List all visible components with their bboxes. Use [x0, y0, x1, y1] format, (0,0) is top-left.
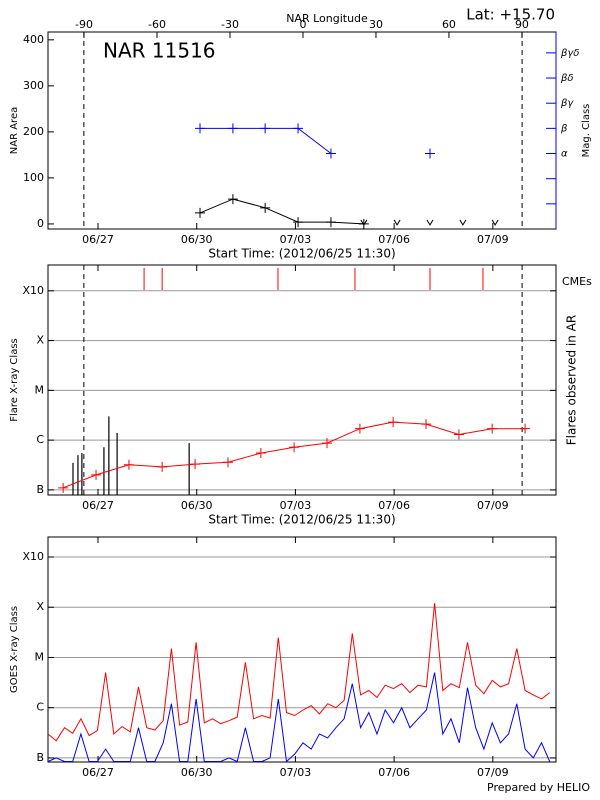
plot-frame: [47, 264, 557, 496]
point-marker: [325, 148, 336, 159]
point-marker: [388, 417, 399, 428]
point-marker: [424, 148, 435, 159]
x-tick-label: 07/03: [280, 233, 312, 246]
x-tick-label: 07/03: [280, 766, 312, 779]
x2-axis-label: NAR Longitude: [286, 12, 368, 25]
y-axis-label: GOES X-ray Class: [9, 606, 20, 693]
y-tick-label: X: [36, 334, 44, 347]
x-tick-label: 07/03: [280, 499, 312, 512]
y-axis-label: Flare X-ray Class: [9, 338, 20, 422]
point-marker: [453, 429, 464, 440]
x2-tick-label: 30: [369, 18, 383, 31]
point-marker: [227, 194, 238, 205]
series-line: [199, 198, 364, 225]
x-tick-label: 06/30: [181, 233, 213, 246]
point-marker: [293, 123, 304, 134]
point-marker: [491, 219, 499, 226]
x-tick-label: 06/27: [82, 766, 114, 779]
x-axis-label: Start Time: (2012/06/25 11:30): [208, 247, 395, 261]
y2-tick-label: βδ: [560, 73, 574, 84]
point-marker: [289, 442, 300, 453]
y2-tick-label: βγδ: [560, 48, 579, 59]
x-tick-label: 06/27: [82, 233, 114, 246]
point-marker: [459, 219, 467, 226]
plot-frame: [47, 536, 557, 763]
chart-title: NAR 11516: [103, 39, 216, 63]
x2-tick-label: 90: [515, 18, 529, 31]
y2-tick-label: βγ: [560, 98, 574, 109]
x-tick-label: 07/06: [378, 233, 410, 246]
y2-axis-label: Flares observed in AR: [565, 315, 579, 445]
point-marker: [190, 459, 201, 470]
point-marker: [91, 469, 102, 480]
point-marker: [260, 123, 271, 134]
y2-axis-label: Mag. Class: [581, 104, 592, 158]
y2-tick-label: α: [561, 149, 568, 160]
point-marker: [58, 482, 69, 493]
point-marker: [487, 423, 498, 434]
y-tick-label: B: [36, 751, 44, 764]
y-tick-label: M: [35, 650, 45, 663]
series-line: [47, 603, 551, 742]
point-marker: [123, 459, 134, 470]
point-marker: [195, 207, 206, 218]
footer: Prepared by HELIO: [487, 781, 590, 794]
y-tick-label: C: [36, 701, 44, 714]
point-marker: [260, 202, 271, 213]
x-tick-label: 07/09: [477, 766, 509, 779]
x-tick-label: 06/30: [181, 499, 213, 512]
y-tick-label: C: [36, 433, 44, 446]
x2-tick-label: -30: [221, 18, 239, 31]
x-tick-label: 07/09: [477, 233, 509, 246]
cme-label: CMEs: [562, 275, 592, 288]
x2-tick-label: 0: [299, 18, 306, 31]
point-marker: [520, 423, 531, 434]
x-tick-label: 07/06: [378, 499, 410, 512]
y-tick-label: X10: [22, 550, 44, 563]
y-tick-label: M: [35, 383, 45, 396]
y-tick-label: X10: [22, 284, 44, 297]
point-marker: [354, 423, 365, 434]
point-marker: [360, 219, 368, 226]
y2-tick-label: β: [560, 123, 568, 134]
x-axis-label: Start Time: (2012/06/25 11:30): [208, 513, 395, 527]
x-tick-label: 06/27: [82, 499, 114, 512]
y-tick-label: 100: [23, 171, 44, 184]
y-axis-label: NAR Area: [9, 107, 20, 154]
latitude-label: Lat: +15.70: [466, 6, 555, 24]
y-tick-label: B: [36, 483, 44, 496]
y-tick-label: 300: [23, 79, 44, 92]
y-tick-label: 0: [37, 217, 44, 230]
point-marker: [293, 217, 304, 228]
point-marker: [426, 219, 434, 226]
x-tick-label: 07/09: [477, 499, 509, 512]
point-marker: [325, 217, 336, 228]
point-marker: [227, 123, 238, 134]
point-marker: [195, 123, 206, 134]
point-marker: [222, 457, 233, 468]
y-tick-label: X: [36, 600, 44, 613]
x2-tick-label: 60: [442, 18, 456, 31]
series-line: [47, 672, 551, 763]
y-tick-label: 400: [23, 33, 44, 46]
x-tick-label: 06/30: [181, 766, 213, 779]
point-marker: [322, 438, 333, 449]
point-marker: [255, 448, 266, 459]
y-tick-label: 200: [23, 125, 44, 138]
x2-tick-label: -90: [75, 18, 93, 31]
point-marker: [393, 219, 401, 226]
x-tick-label: 07/06: [378, 766, 410, 779]
point-marker: [157, 461, 168, 472]
point-marker: [358, 218, 369, 229]
point-marker: [421, 419, 432, 430]
x2-tick-label: -60: [148, 18, 166, 31]
